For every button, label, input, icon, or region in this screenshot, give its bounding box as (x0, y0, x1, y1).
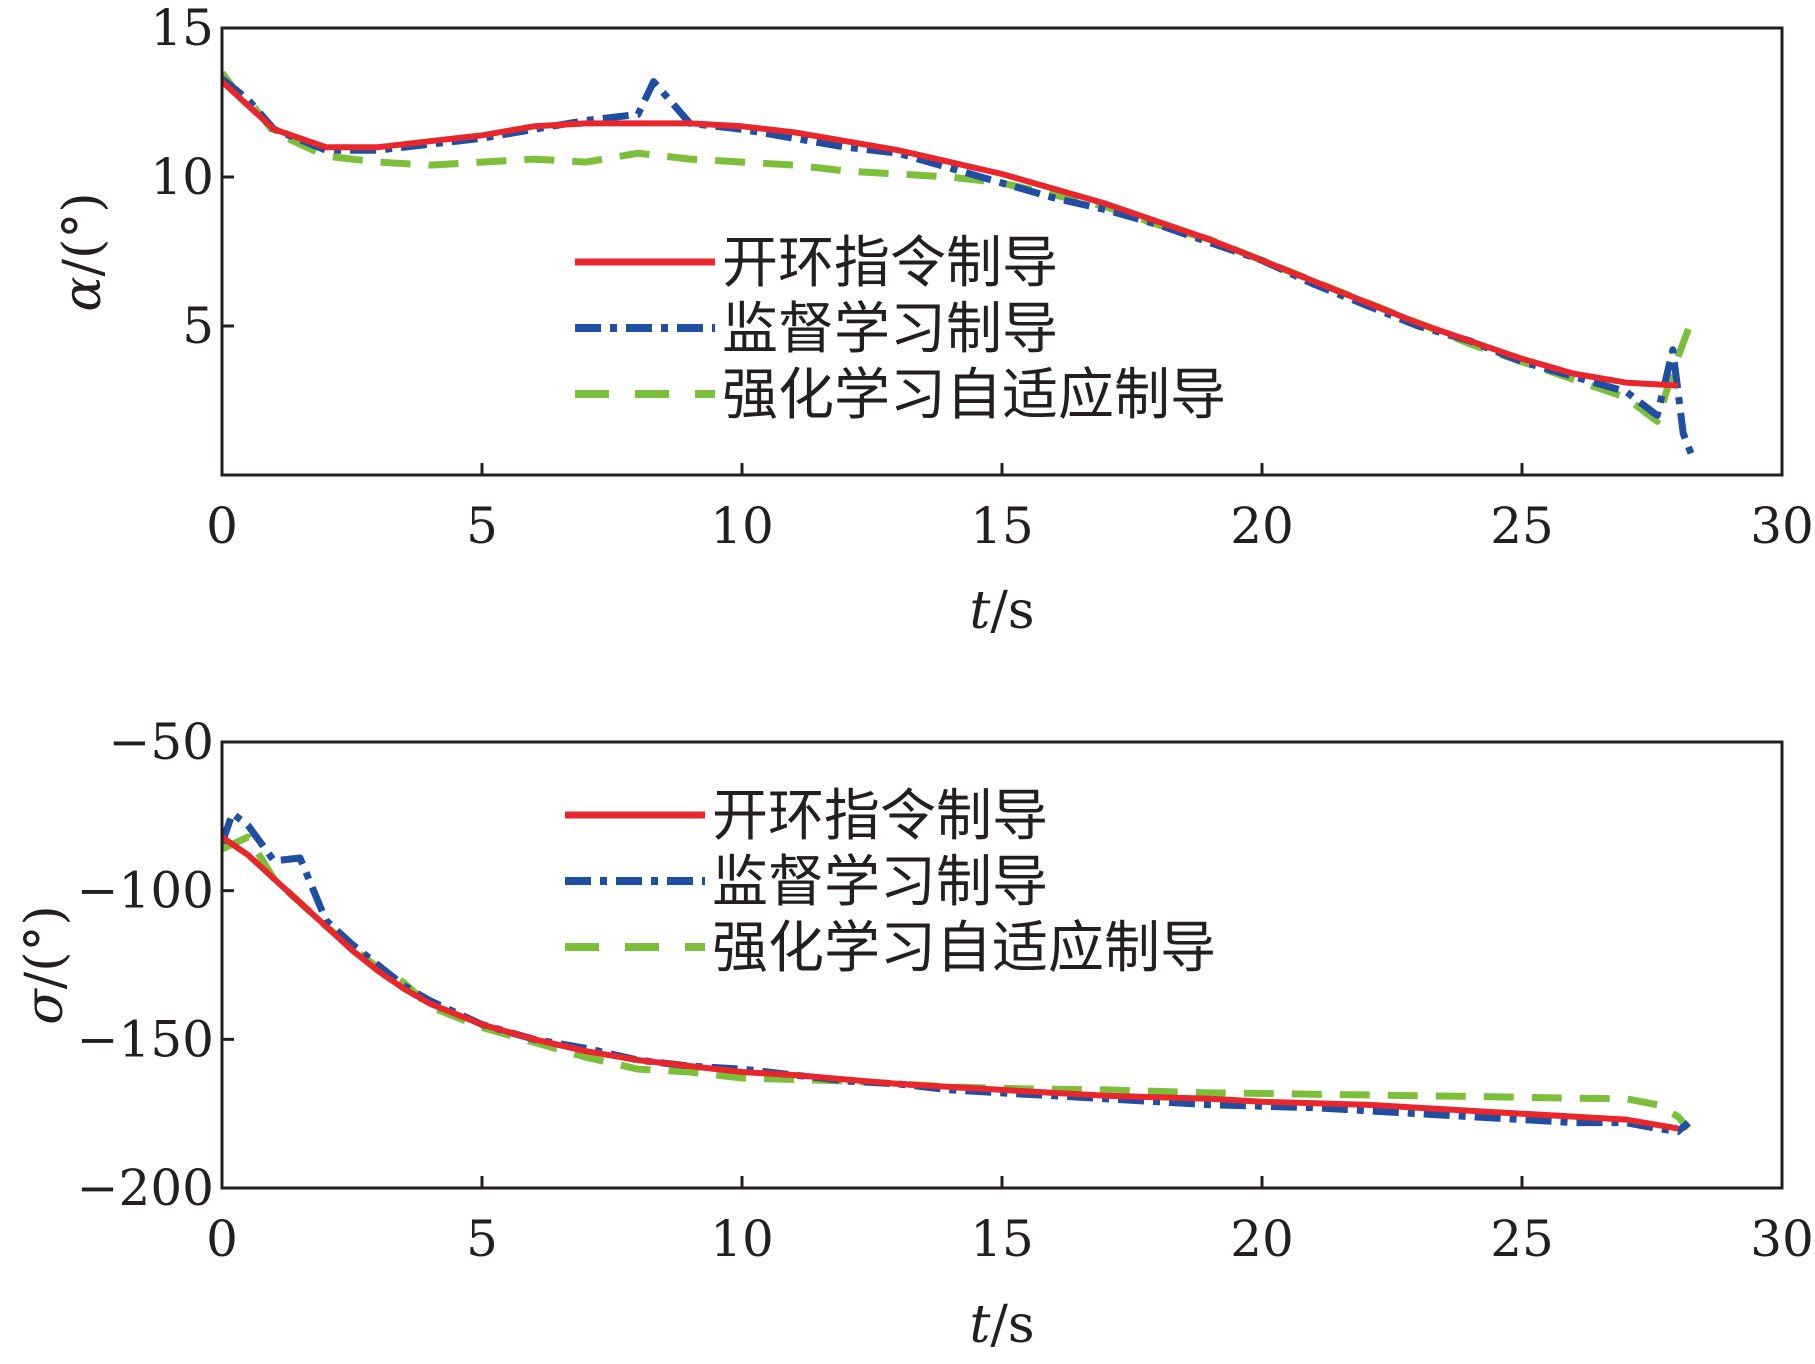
legend-label-supervised: 监督学习制导 (722, 297, 1058, 362)
y-tick-label: −100 (77, 862, 214, 920)
x-tick-label: 0 (206, 1210, 238, 1268)
x-tick-label: 5 (466, 1210, 498, 1268)
x-tick-label: 15 (970, 497, 1034, 555)
y-tick-label: 5 (182, 297, 214, 355)
legend-label-supervised: 监督学习制导 (712, 850, 1048, 915)
series-group (222, 70, 1697, 462)
x-tick-label: 30 (1750, 1210, 1814, 1268)
legend-label-open_loop: 开环指令制导 (722, 231, 1058, 296)
x-tick-label: 0 (206, 497, 238, 555)
y-tick-label: 15 (150, 0, 214, 57)
x-tick-label: 25 (1490, 1210, 1554, 1268)
x-tick-label: 10 (710, 1210, 774, 1268)
legend-label-rl_adaptive: 强化学习自适应制导 (712, 916, 1216, 981)
x-tick-label: 20 (1230, 1210, 1294, 1268)
sigma-chart: 0 5 10 15 20 25 30 −200 −150 −100 −50 t/s σ/(°) 开环指令制… (15, 713, 1814, 1355)
x-tick-label: 10 (710, 497, 774, 555)
y-axis-label: α/(°) (53, 192, 113, 311)
alpha-chart: 0 5 10 15 20 25 30 5 10 15 t/s α/(°) 开环指令制导监督学习制导强化学… (53, 0, 1814, 641)
y-tick-label: −200 (77, 1159, 214, 1217)
legend-label-rl_adaptive: 强化学习自适应制导 (722, 363, 1226, 428)
y-tick-label: −150 (77, 1010, 214, 1068)
series-group (222, 809, 1692, 1135)
x-axis-label: t/s (969, 581, 1034, 641)
x-axis-label: t/s (969, 1295, 1034, 1355)
series-open_loop-line (222, 79, 1679, 389)
x-tick-label: 5 (466, 497, 498, 555)
series-open_loop-line (222, 834, 1679, 1132)
legend-label-open_loop: 开环指令制导 (712, 784, 1048, 849)
x-tick-label: 20 (1230, 497, 1294, 555)
y-axis-label: σ/(°) (15, 905, 75, 1025)
x-tick-label: 15 (970, 1210, 1034, 1268)
y-tick-label: −50 (108, 713, 214, 771)
y-tick-label: 10 (150, 148, 214, 206)
x-tick-label: 30 (1750, 497, 1814, 555)
x-tick-label: 25 (1490, 497, 1554, 555)
